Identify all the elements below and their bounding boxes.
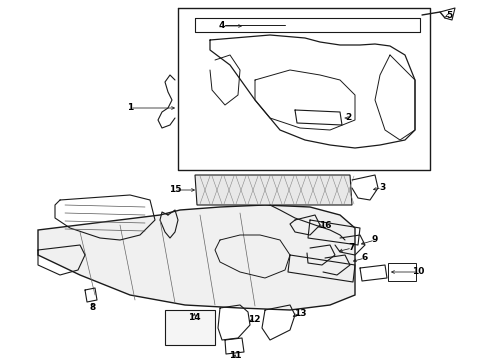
Polygon shape [195,175,352,205]
Polygon shape [165,310,215,345]
Polygon shape [38,205,355,310]
Bar [388,263,416,281]
Text: 4: 4 [219,22,225,31]
Text: 14: 14 [188,314,200,323]
Text: 1: 1 [127,104,133,112]
Text: 10: 10 [412,267,424,276]
Text: 8: 8 [90,302,96,311]
Text: 9: 9 [372,235,378,244]
Text: 2: 2 [345,113,351,122]
Text: 3: 3 [379,184,385,193]
Text: 12: 12 [248,315,260,324]
Text: 13: 13 [294,309,306,318]
Text: 16: 16 [319,220,331,230]
Text: 11: 11 [229,351,241,360]
Text: 6: 6 [362,253,368,262]
Text: 15: 15 [169,185,181,194]
Text: 5: 5 [446,10,452,19]
Text: 7: 7 [349,243,355,252]
